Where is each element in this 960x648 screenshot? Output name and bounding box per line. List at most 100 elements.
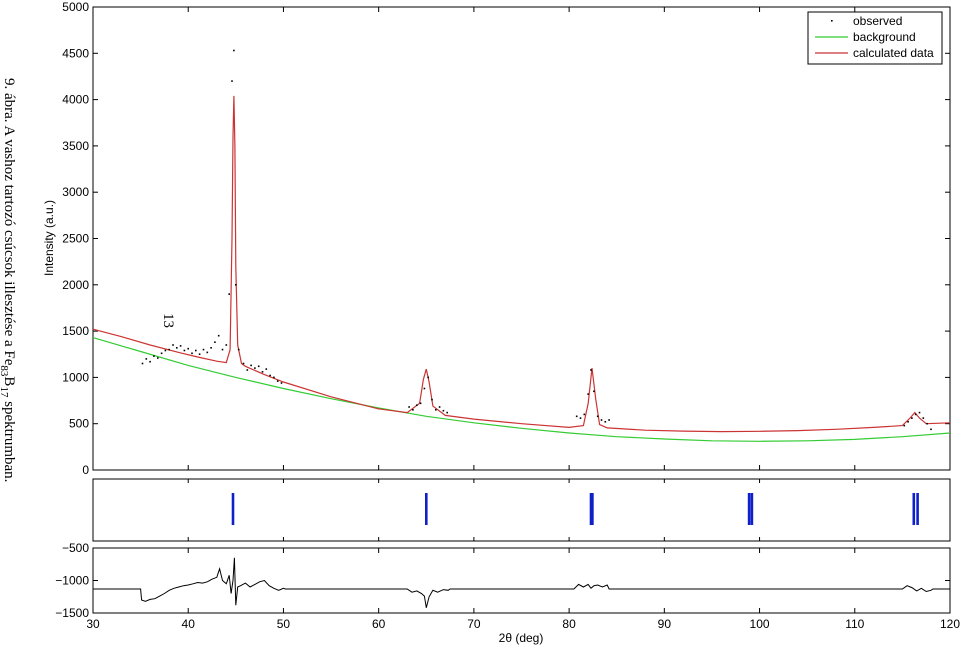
legend-entry-background: background (815, 30, 916, 44)
observed-point (214, 341, 216, 343)
background-line (92, 337, 951, 442)
observed-point (412, 409, 414, 411)
main-y-tick-label: 4500 (62, 46, 89, 60)
legend-entry-calculated: calculated data (815, 46, 934, 60)
x-axis-label: 2θ (deg) (499, 631, 544, 645)
observed-point (596, 415, 599, 418)
main-plot: 0 500 1000 1500 2000 2500 3000 3500 4000 4500 5000… (42, 0, 951, 477)
observed-point (442, 409, 445, 412)
difference-series (93, 557, 950, 608)
observed-point (600, 419, 603, 421)
bragg-marks (231, 493, 919, 525)
observed-point (587, 393, 589, 395)
x-tick-label: 40 (182, 617, 196, 631)
observed-point (914, 413, 917, 416)
bragg-x-ticks (92, 479, 951, 541)
difference-y-tick-label: −500 (62, 541, 89, 555)
observed-point (168, 348, 170, 351)
bragg-position-mark (916, 493, 919, 525)
bragg-position-mark (231, 493, 235, 525)
bragg-positions-panel (92, 478, 951, 542)
difference-line (93, 557, 950, 608)
bragg-position-mark (589, 493, 593, 525)
x-tick-label: 100 (750, 617, 770, 631)
observed-point (225, 344, 228, 346)
observed-point (164, 349, 167, 352)
main-y-tick-label: 3500 (62, 139, 89, 153)
observed-point (242, 362, 245, 365)
observed-point (926, 422, 928, 425)
difference-y-tick-label: −1500 (55, 606, 89, 620)
main-y-tick-label: 4000 (62, 93, 89, 107)
legend-label-observed: observed (853, 14, 902, 28)
observed-point (280, 382, 283, 384)
main-y-tick-label: 3000 (62, 185, 89, 199)
observed-point (423, 387, 426, 390)
observed-point (608, 419, 610, 421)
main-series (92, 49, 951, 442)
observed-point (157, 357, 159, 359)
y-axis-label: Intensity (a.u.) (42, 200, 56, 276)
difference-y-tick-label: −1000 (55, 574, 89, 588)
difference-panel: −1500 −1000 −500 30 40 50 60 70 80 90 100 110 120 2… (55, 541, 960, 645)
observed-point (918, 411, 921, 414)
observed-point (593, 390, 595, 393)
main-y-tick-label: 5000 (62, 0, 89, 14)
observed-point (604, 421, 607, 423)
observed-point (160, 352, 163, 355)
bragg-position-mark (747, 493, 751, 525)
observed-point (930, 428, 932, 431)
main-plot-frame (92, 6, 951, 471)
observed-point (416, 404, 418, 406)
observed-point (179, 345, 182, 347)
x-tick-label: 70 (467, 617, 481, 631)
observed-point (435, 409, 437, 411)
observed-point (907, 421, 909, 423)
observed-point (427, 376, 429, 379)
bragg-panel-frame (92, 478, 951, 542)
observed-point (590, 369, 592, 371)
observed-point (231, 80, 233, 82)
observed-point (233, 49, 235, 52)
observed-point (254, 367, 256, 369)
main-y-tick-label: 500 (69, 417, 89, 431)
observed-point (575, 415, 578, 418)
legend: observed background calculated data (807, 11, 943, 65)
legend-box (807, 11, 943, 65)
observed-point (246, 369, 249, 371)
caption-sub2: 17 (0, 386, 10, 398)
observed-point (153, 355, 155, 357)
observed-point (176, 347, 178, 349)
page-number: 13 (160, 313, 176, 328)
observed-point (187, 347, 189, 350)
observed-point (145, 358, 148, 360)
legend-label-background: background (853, 30, 916, 44)
difference-y-ticks: −1500 −1000 −500 (55, 541, 950, 620)
figure-caption: 9. ábra. A vashoz tartozó csúcsok illesz… (0, 78, 17, 482)
caption-mid: B (1, 376, 17, 386)
observed-point (265, 368, 268, 370)
observed-point (276, 380, 279, 382)
observed-point (237, 348, 240, 351)
calculated-data-line (92, 95, 951, 433)
observed-point (273, 376, 275, 379)
main-y-tick-label: 1500 (62, 324, 89, 338)
main-y-tick-label: 2000 (62, 278, 89, 292)
x-tick-label: 90 (658, 617, 672, 631)
main-y-tick-label: 2500 (62, 232, 89, 246)
legend-marker-observed (831, 20, 833, 22)
observed-point (903, 424, 906, 427)
caption-sub1: 83 (0, 365, 10, 377)
bragg-position-mark (912, 493, 916, 525)
observed-point (217, 334, 220, 337)
observed-point (438, 406, 441, 408)
observed-point (228, 293, 230, 295)
observed-point (183, 349, 186, 352)
main-y-tick-label: 0 (82, 463, 89, 477)
observed-point (149, 360, 151, 363)
observed-point (191, 352, 193, 355)
x-tick-label: 80 (562, 617, 576, 631)
caption-prefix: 9. ábra. A vashoz tartozó csúcsok illesz… (1, 78, 17, 366)
legend-label-calculated: calculated data (853, 46, 934, 60)
